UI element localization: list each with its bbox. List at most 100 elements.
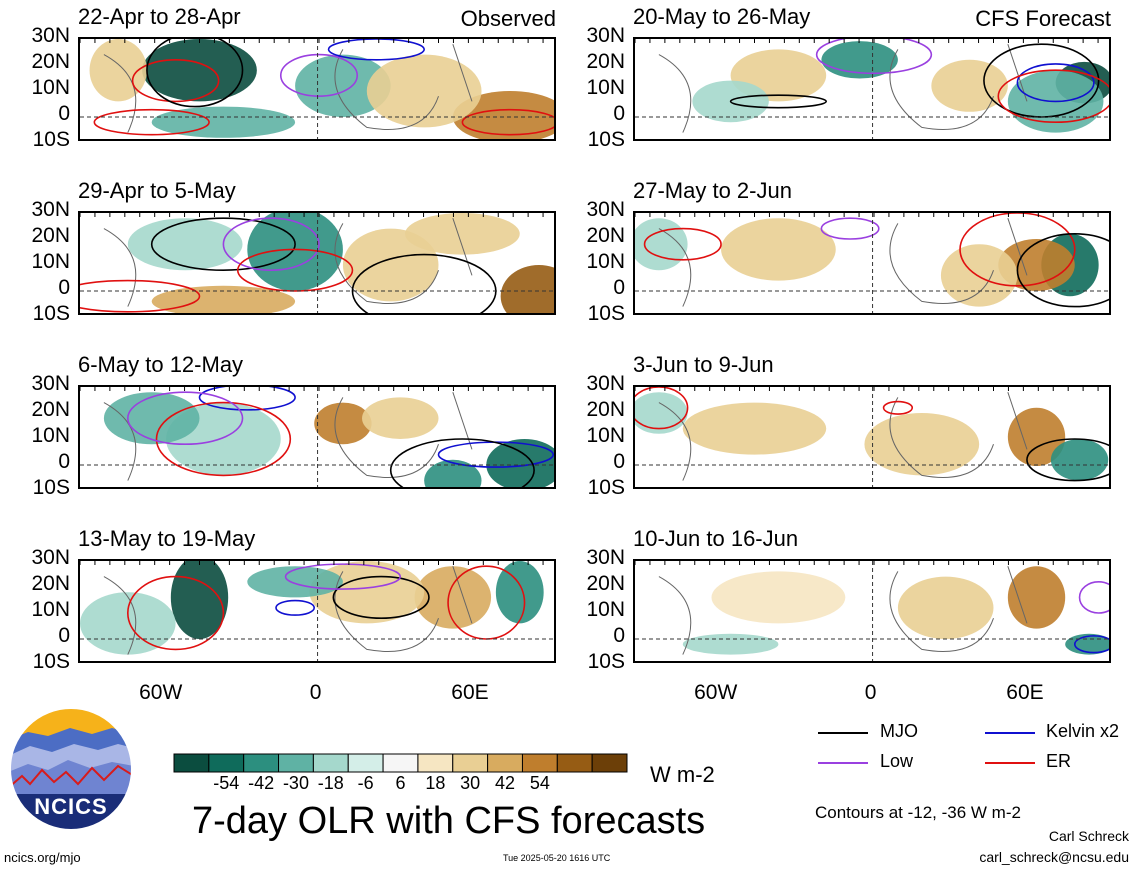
olr-map-panel	[78, 559, 556, 663]
olr-anomaly-patch	[80, 592, 176, 655]
legend-label-mjo: MJO	[880, 721, 918, 741]
lat-label: 10N	[586, 424, 625, 447]
panel-title: 13-May to 19-May	[78, 526, 256, 551]
olr-anomaly-patch	[151, 106, 296, 138]
olr-anomaly-patch	[897, 576, 994, 639]
lat-label: 10S	[587, 302, 625, 325]
contour-er	[155, 401, 292, 477]
olr-anomaly-patch	[635, 218, 688, 271]
lat-label: 30N	[586, 546, 625, 569]
legend-label-low: Low	[880, 751, 914, 771]
colorbar-swatch	[173, 753, 210, 773]
contour-er	[93, 108, 210, 136]
lat-label: 30N	[31, 546, 70, 569]
olr-anomaly-patch	[142, 39, 257, 102]
contour-low	[222, 217, 320, 272]
contour-er	[882, 400, 914, 415]
olr-map-svg	[80, 387, 554, 487]
contour-mjo	[146, 39, 244, 108]
olr-anomaly-patch	[1050, 439, 1109, 481]
coastline	[658, 218, 1028, 307]
olr-anomaly-patch	[635, 392, 688, 434]
contour-kel	[327, 39, 425, 61]
panel-corner-label: Observed	[460, 6, 556, 31]
lat-label: 10S	[32, 650, 70, 673]
lat-label: 20N	[31, 572, 70, 595]
olr-anomaly-patch	[864, 413, 980, 476]
olr-anomaly-patch	[103, 392, 200, 445]
olr-anomaly-patch	[89, 39, 147, 102]
contour-low	[279, 53, 359, 98]
contour-kel	[1073, 635, 1109, 654]
footer-email: carl_schreck@ncsu.edu	[979, 849, 1129, 865]
colorbar-tick-label: -54	[213, 773, 240, 793]
lat-label: 30N	[586, 24, 625, 47]
olr-anomaly-patch	[998, 239, 1075, 291]
olr-anomaly-patch	[721, 218, 836, 281]
olr-anomaly-patch	[682, 633, 779, 655]
olr-anomaly-patch	[342, 228, 439, 302]
panel-title: 6-May to 12-May	[78, 352, 244, 377]
colorbar-tick-label: -6	[357, 773, 374, 793]
footer-timestamp: Tue 2025-05-20 1616 UTC	[503, 853, 611, 863]
contour-er	[461, 108, 554, 136]
lon-label: 60E	[1006, 681, 1044, 704]
lat-label: 10S	[32, 476, 70, 499]
legend-label-er: ER	[1046, 751, 1072, 771]
panel-title: 3-Jun to 9-Jun	[633, 352, 774, 377]
lat-label: 30N	[31, 198, 70, 221]
olr-map-panel	[633, 385, 1111, 489]
lat-label: 10S	[587, 476, 625, 499]
olr-anomaly-patch	[940, 244, 1018, 307]
olr-anomaly-patch	[500, 265, 554, 313]
contour-mjo	[332, 575, 430, 620]
lat-label: 10S	[32, 302, 70, 325]
lat-label: 20N	[586, 224, 625, 247]
footer-url: ncics.org/mjo	[4, 850, 81, 865]
olr-anomaly-patch	[414, 566, 492, 629]
lat-label: 0	[613, 624, 625, 647]
colorbar-swatch	[452, 753, 489, 773]
contour-kel	[1016, 63, 1095, 103]
contour-low	[820, 217, 880, 240]
colorbar-swatch	[278, 753, 314, 773]
panel-title: 22-Apr to 28-Apr	[78, 4, 241, 29]
panel-title: 29-Apr to 5-May	[78, 178, 236, 203]
panel-title: 20-May to 26-May	[633, 4, 811, 29]
lat-label: 10N	[31, 424, 70, 447]
lat-label: 30N	[31, 24, 70, 47]
contour-er	[126, 575, 225, 651]
contour-mjo	[150, 217, 296, 272]
contour-low	[127, 391, 244, 446]
olr-map-svg	[80, 39, 554, 139]
olr-map-svg	[80, 561, 554, 661]
footer-author: Carl Schreck	[1048, 828, 1129, 844]
colorbar-tick-label: 42	[495, 773, 516, 793]
colorbar-tick-label: 6	[395, 773, 406, 793]
olr-anomaly-patch	[1007, 407, 1066, 467]
olr-anomaly-patch	[170, 561, 229, 639]
olr-anomaly-patch	[247, 213, 343, 291]
olr-anomaly-patch	[127, 218, 243, 271]
contour-er	[643, 227, 722, 261]
olr-map-svg	[635, 39, 1109, 139]
olr-anomaly-patch	[486, 439, 554, 487]
olr-map-svg	[635, 561, 1109, 661]
colorbar-swatch	[312, 753, 349, 773]
contour-er	[997, 69, 1109, 123]
lat-label: 0	[613, 102, 625, 125]
lat-label: 10N	[31, 76, 70, 99]
olr-anomaly-patch	[247, 566, 343, 598]
colorbar-swatch	[521, 753, 558, 773]
lat-label: 10S	[587, 128, 625, 151]
olr-map-svg	[80, 213, 554, 313]
contour-mjo	[1026, 438, 1109, 482]
olr-anomaly-patch	[424, 459, 482, 487]
colorbar-swatch	[382, 753, 419, 773]
lat-label: 10N	[586, 76, 625, 99]
contour-mjo	[389, 438, 535, 487]
olr-anomaly-patch	[366, 54, 482, 128]
colorbar-swatch	[243, 753, 280, 773]
lat-label: 10N	[31, 250, 70, 273]
